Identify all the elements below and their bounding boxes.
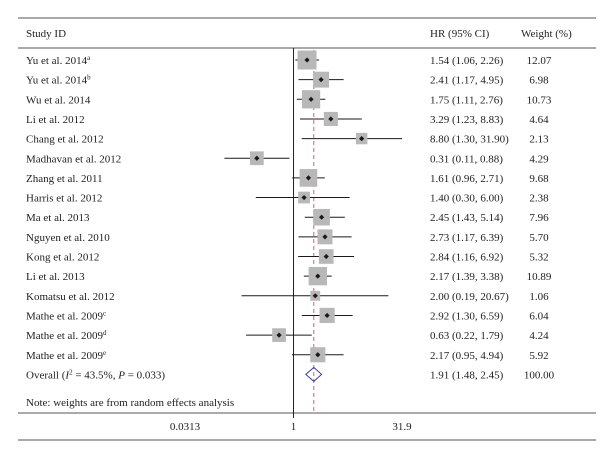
study-row: Ma et al. 2013 2.45 (1.43, 5.14) 7.96 — [26, 208, 549, 226]
study-label: Li et al. 2013 — [26, 271, 85, 283]
study-label: Madhavan et al. 2012 — [26, 153, 121, 165]
hr-ci-value: 2.45 (1.43, 5.14) — [430, 212, 504, 224]
study-row: Mathe et al. 2009c 2.92 (1.30, 6.59) 6.04 — [26, 307, 549, 324]
point-estimate — [323, 253, 329, 260]
hr-ci-value: 0.63 (0.22, 1.79) — [430, 330, 504, 342]
point-estimate — [315, 352, 321, 358]
weight-value: 1.06 — [529, 291, 549, 303]
point-estimate — [308, 96, 314, 102]
study-row: Kong et al. 2012 2.84 (1.16, 6.92) 5.32 — [26, 249, 549, 264]
study-row: Mathe et al. 2009d 0.63 (0.22, 1.79) 4.24 — [26, 328, 549, 342]
hr-ci-value: 1.40 (0.30, 6.00) — [430, 193, 504, 205]
study-row: Zhang et al. 2011 1.61 (0.96, 2.71) 9.68 — [26, 169, 549, 187]
weight-value: 12.07 — [527, 55, 552, 67]
point-estimate — [276, 332, 282, 338]
weight-value: 2.38 — [529, 193, 549, 205]
study-label: Zhang et al. 2011 — [26, 173, 103, 185]
hr-ci-value: 8.80 (1.30, 31.90) — [430, 134, 509, 146]
study-label: Harris et al. 2012 — [26, 193, 102, 205]
study-row: Nguyen et al. 2010 2.73 (1.17, 6.39) 5.70 — [26, 229, 549, 245]
study-row: Yu et al. 2014a 1.54 (1.06, 2.26) 12.07 — [26, 50, 552, 70]
study-column-header: Study ID — [26, 28, 66, 40]
x-tick-label: 0.0313 — [170, 421, 201, 433]
point-estimate — [318, 214, 325, 220]
hr-ci-value: 2.73 (1.17, 6.39) — [430, 232, 504, 244]
study-row: Wu et al. 2014 1.75 (1.11, 2.76) 10.73 — [26, 90, 552, 109]
study-row: Li et al. 2012 3.29 (1.23, 8.83) 4.64 — [26, 111, 549, 126]
overall-label: Overall (I2 = 43.5%, P = 0.033) — [26, 368, 165, 381]
hr-ci-value: 1.54 (1.06, 2.26) — [430, 55, 504, 67]
hr-ci-value: 2.41 (1.17, 4.95) — [430, 75, 504, 87]
study-label: Komatsu et al. 2012 — [26, 291, 115, 303]
study-label: Nguyen et al. 2010 — [26, 232, 110, 244]
study-row: Mathe et al. 2009e 2.17 (0.95, 4.94) 5.92 — [26, 347, 549, 363]
weight-value: 2.13 — [529, 134, 549, 146]
weight-value: 7.96 — [529, 212, 549, 224]
study-label: Ma et al. 2013 — [26, 212, 90, 224]
hr-ci-value: 2.84 (1.16, 6.92) — [430, 252, 504, 264]
point-estimate — [324, 312, 330, 319]
study-row: Harris et al. 2012 1.40 (0.30, 6.00) 2.38 — [26, 191, 549, 205]
study-row: Yu et al. 2014b 2.41 (1.17, 4.95) 6.98 — [26, 71, 549, 88]
weight-value: 10.89 — [527, 271, 552, 283]
point-estimate — [322, 234, 328, 240]
note-text: Note: weights are from random effects an… — [26, 397, 234, 409]
weight-value: 4.64 — [529, 114, 549, 126]
point-estimate — [301, 194, 307, 201]
weight-value: 5.92 — [529, 350, 548, 362]
hr-ci-value: 1.75 (1.11, 2.76) — [430, 94, 503, 106]
study-label: Wu et al. 2014 — [26, 94, 91, 106]
x-axis: 0.0313 1 31.9 — [170, 48, 412, 433]
study-label: Li et al. 2012 — [26, 114, 85, 126]
weight-value: 9.68 — [529, 173, 549, 185]
weight-value: 10.73 — [527, 94, 552, 106]
study-label: Kong et al. 2012 — [26, 252, 99, 264]
x-tick-label: 1 — [291, 421, 297, 433]
study-label: Yu et al. 2014b — [26, 74, 91, 87]
point-estimate — [315, 273, 321, 279]
study-label: Mathe et al. 2009c — [26, 309, 106, 322]
overall-weight-value: 100.00 — [524, 369, 555, 381]
hr-column-header: HR (95% CI) — [430, 28, 490, 40]
weight-value: 5.32 — [529, 252, 548, 264]
hr-ci-value: 2.17 (1.39, 3.38) — [430, 271, 504, 283]
hr-ci-value: 2.17 (0.95, 4.94) — [430, 350, 504, 362]
study-rows: Yu et al. 2014a 1.54 (1.06, 2.26) 12.07Yu … — [26, 50, 555, 383]
study-label: Chang et al. 2012 — [26, 134, 104, 146]
point-estimate — [254, 155, 260, 161]
study-label: Mathe et al. 2009e — [26, 349, 106, 362]
study-label: Yu et al. 2014a — [26, 54, 91, 67]
study-row: Chang et al. 2012 8.80 (1.30, 31.90) 2.13 — [26, 132, 549, 146]
study-row: Komatsu et al. 2012 2.00 (0.19, 20.67) 1.0… — [26, 291, 549, 303]
hr-ci-value: 2.92 (1.30, 6.59) — [430, 310, 504, 322]
point-estimate — [304, 57, 310, 63]
study-label: Mathe et al. 2009d — [26, 329, 107, 342]
point-estimate — [305, 175, 312, 181]
study-row: Madhavan et al. 2012 0.31 (0.11, 0.88) 4.2… — [26, 151, 549, 165]
point-estimate — [328, 116, 334, 122]
point-estimate — [318, 77, 324, 83]
overall-row: Overall (I2 = 43.5%, P = 0.033) 1.91 (1.4… — [26, 366, 555, 383]
weight-value: 6.04 — [529, 310, 549, 322]
hr-ci-value: 2.00 (0.19, 20.67) — [430, 291, 509, 303]
point-estimate — [359, 136, 365, 142]
study-row: Li et al. 2013 2.17 (1.39, 3.38) 10.89 — [26, 266, 552, 286]
weight-value: 5.70 — [529, 232, 549, 244]
weight-value: 6.98 — [529, 75, 549, 87]
weight-value: 4.29 — [529, 153, 549, 165]
hr-ci-value: 3.29 (1.23, 8.83) — [430, 114, 504, 126]
hr-ci-value: 0.31 (0.11, 0.88) — [430, 153, 503, 165]
overall-hr-ci-value: 1.91 (1.48, 2.45) — [430, 369, 504, 381]
weight-column-header: Weight (%) — [521, 28, 572, 40]
x-tick-label: 31.9 — [392, 421, 412, 433]
weight-value: 4.24 — [529, 330, 549, 342]
hr-ci-value: 1.61 (0.96, 2.71) — [430, 173, 504, 185]
overall-diamond — [305, 366, 323, 383]
point-estimate — [312, 293, 318, 299]
